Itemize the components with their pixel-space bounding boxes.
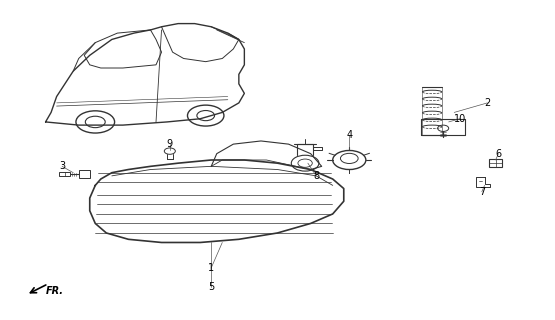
FancyBboxPatch shape <box>59 172 70 176</box>
Text: 4: 4 <box>346 130 352 140</box>
Text: 6: 6 <box>495 149 502 159</box>
Text: FR.: FR. <box>46 286 64 296</box>
Text: 8: 8 <box>313 171 319 181</box>
Text: 5: 5 <box>208 282 214 292</box>
Text: 7: 7 <box>479 187 485 197</box>
Text: 1: 1 <box>208 263 214 273</box>
FancyBboxPatch shape <box>79 171 90 178</box>
Text: 9: 9 <box>166 139 173 149</box>
FancyBboxPatch shape <box>489 159 502 167</box>
Text: 2: 2 <box>484 98 491 108</box>
Text: 10: 10 <box>453 114 466 124</box>
Text: 3: 3 <box>59 161 65 171</box>
